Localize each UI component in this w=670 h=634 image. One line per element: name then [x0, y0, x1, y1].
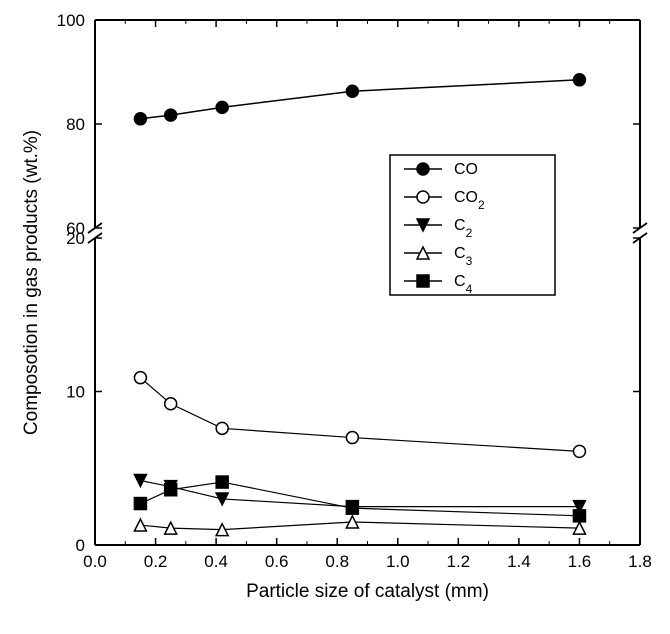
svg-text:80: 80: [66, 115, 85, 134]
svg-text:60: 60: [66, 219, 85, 238]
svg-text:Composotion in gas products (w: Composotion in gas products (wt.%): [21, 130, 42, 435]
svg-text:0: 0: [76, 536, 85, 555]
svg-text:Particle size of catalyst (mm): Particle size of catalyst (mm): [246, 581, 489, 602]
svg-text:0.0: 0.0: [83, 552, 107, 571]
svg-text:1.6: 1.6: [568, 552, 592, 571]
svg-text:0.8: 0.8: [325, 552, 349, 571]
svg-text:1.4: 1.4: [507, 552, 531, 571]
svg-text:CO: CO: [454, 161, 478, 178]
svg-text:0.2: 0.2: [144, 552, 168, 571]
svg-text:0.4: 0.4: [204, 552, 228, 571]
svg-text:1.8: 1.8: [628, 552, 652, 571]
svg-text:100: 100: [57, 11, 85, 30]
svg-text:10: 10: [66, 383, 85, 402]
svg-text:1.2: 1.2: [447, 552, 471, 571]
svg-text:0.6: 0.6: [265, 552, 289, 571]
svg-text:1.0: 1.0: [386, 552, 410, 571]
gas-products-chart: 0.00.20.40.60.81.01.21.41.61.80102060801…: [0, 0, 670, 634]
